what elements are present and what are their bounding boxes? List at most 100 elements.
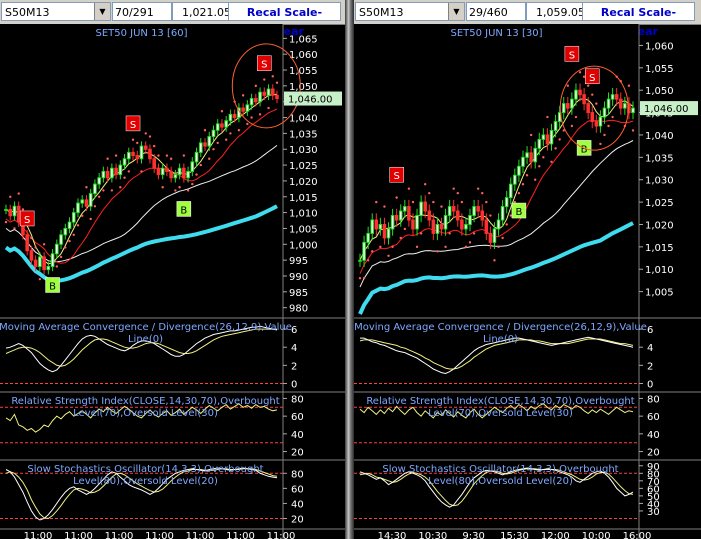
sar-dot: [358, 276, 362, 280]
candle-body: [566, 103, 570, 109]
sar-dot: [38, 277, 42, 281]
indicator-tick-label: 60: [291, 412, 304, 423]
candle-body: [415, 215, 419, 230]
price-tick-label: 990: [289, 272, 308, 283]
candle-body: [586, 103, 590, 114]
sar-dot: [237, 129, 241, 132]
candle-body: [228, 113, 233, 122]
candle-body: [131, 151, 135, 157]
sar-dot: [428, 191, 431, 195]
price-tick-label: 1,020: [645, 220, 674, 231]
candle-body: [386, 228, 391, 239]
pane-splitter[interactable]: [345, 0, 354, 539]
symbol-select[interactable]: S50M13 ▼: [355, 2, 465, 21]
x-tick-label: 10:00: [582, 531, 611, 539]
sar-dot: [366, 259, 370, 262]
candle-body: [71, 212, 76, 223]
sell-signal: [125, 115, 141, 132]
x-tick-label: 11:00: [267, 531, 296, 539]
price-tick-label: 1,035: [289, 129, 318, 140]
candle-body: [382, 223, 387, 239]
symbol-value: S50M13: [359, 6, 404, 19]
candle-body: [50, 253, 55, 267]
indicator-title: Relative Strength Index(CLOSE,14,30,70),…: [366, 396, 634, 407]
candle-body: [537, 138, 542, 149]
candle-body: [165, 167, 169, 172]
candle-body: [431, 219, 436, 234]
candle-body: [59, 234, 63, 245]
sar-dot: [423, 182, 427, 186]
sar-dot: [131, 138, 135, 141]
candle-body: [480, 210, 484, 221]
candle-body: [211, 129, 216, 138]
sar-dot: [444, 245, 447, 249]
sar-dot: [391, 245, 394, 249]
sar-dot: [186, 189, 190, 192]
candle-body: [42, 256, 46, 271]
candle-body: [570, 98, 574, 109]
candle-body: [623, 103, 627, 109]
price-marker-label: 1,046.00: [644, 104, 689, 115]
candle-body: [203, 142, 207, 147]
ma-fast-line: [359, 98, 634, 261]
buy-signal: [45, 277, 60, 293]
sar-dot: [607, 124, 610, 128]
indicator-tick-label: 0: [647, 379, 653, 390]
candle-body: [378, 223, 383, 230]
sar-dot: [81, 214, 84, 217]
symbol-select[interactable]: S50M13 ▼: [1, 2, 111, 21]
indicator-tick-label: 20: [291, 514, 304, 525]
signal-label: S: [261, 60, 267, 71]
price-tick-label: 1,025: [289, 161, 318, 172]
sar-dot: [501, 236, 504, 240]
candle-body: [177, 167, 182, 176]
candle-body: [533, 147, 537, 163]
chevron-down-icon[interactable]: ▼: [94, 3, 110, 20]
candle-body: [160, 167, 165, 176]
candle-body: [358, 259, 362, 262]
candle-body: [4, 208, 8, 211]
candle-body: [525, 152, 529, 158]
recal-scale-button[interactable]: Recal Scale-Linear: [582, 2, 695, 38]
candle-body: [553, 121, 558, 131]
price-tick-label: 1,000: [289, 240, 318, 251]
candle-body: [594, 121, 599, 127]
candle-body: [513, 174, 517, 185]
candle-body: [590, 112, 595, 123]
candle-body: [456, 210, 460, 221]
candle-body: [275, 94, 279, 100]
recal-scale-button[interactable]: Recal Scale-Linear: [228, 2, 341, 38]
sar-dot: [591, 93, 594, 96]
sar-dot: [42, 243, 46, 246]
sar-dot: [220, 110, 224, 113]
price-tick-label: 1,065: [289, 34, 318, 45]
sar-dot: [21, 208, 25, 211]
chart-area: 980 985 990 995 1,000 1,005 1,010 1,015 1,020 1,0…: [0, 24, 345, 539]
sar-dot: [153, 144, 156, 148]
candle-body: [561, 103, 566, 114]
indicator-tick-label: 30: [647, 507, 660, 518]
x-tick-label: 16:00: [623, 531, 652, 539]
signal-label: B: [180, 205, 187, 216]
rsi-line: [359, 403, 634, 419]
sar-dot: [546, 115, 549, 119]
candle-body: [114, 167, 118, 176]
sar-dot: [611, 115, 614, 119]
candle-body: [496, 219, 501, 230]
price-tick-label: 1,055: [289, 66, 318, 77]
candle-body: [509, 183, 513, 199]
sar-dot: [558, 138, 561, 141]
candle-body: [148, 148, 152, 160]
x-tick-label: 11:00: [226, 531, 255, 539]
chevron-down-icon[interactable]: ▼: [448, 3, 464, 20]
price-marker: [640, 101, 698, 116]
candle-body: [443, 215, 448, 230]
candle-body: [631, 107, 635, 114]
candle-body: [101, 170, 106, 179]
sar-dot: [513, 200, 517, 204]
candle-body: [521, 156, 525, 167]
sar-dot: [195, 173, 198, 176]
candle-body: [118, 164, 123, 176]
sar-dot: [229, 132, 232, 135]
x-tick-label: 10:30: [418, 531, 447, 539]
